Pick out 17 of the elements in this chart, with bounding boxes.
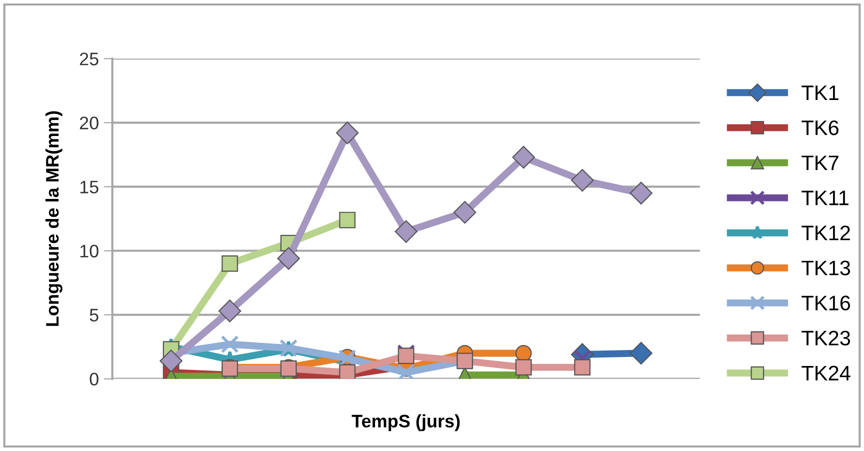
- legend-label: TK24: [802, 366, 850, 380]
- y-tick-label: 20: [80, 116, 98, 130]
- legend-label: TK1: [802, 86, 838, 100]
- legend-label: TK13: [802, 260, 850, 276]
- y-tick-label: 0: [90, 372, 98, 386]
- y-tick-label: 25: [80, 52, 98, 66]
- legend-label: TK7: [802, 156, 838, 170]
- y-tick-label: 15: [80, 180, 98, 194]
- legend-label: TK16: [802, 296, 850, 310]
- legend-label: TK6: [802, 120, 838, 136]
- y-axis-title: Longueure de la MR(mm): [45, 111, 62, 326]
- y-tick-label: 5: [90, 308, 98, 322]
- legend-label: TK11: [802, 190, 848, 206]
- y-tick-label: 10: [80, 244, 98, 258]
- x-axis-title: TempS (jurs): [352, 414, 460, 432]
- legend-label: TK12: [802, 226, 850, 240]
- legend-label: TK23: [802, 330, 850, 346]
